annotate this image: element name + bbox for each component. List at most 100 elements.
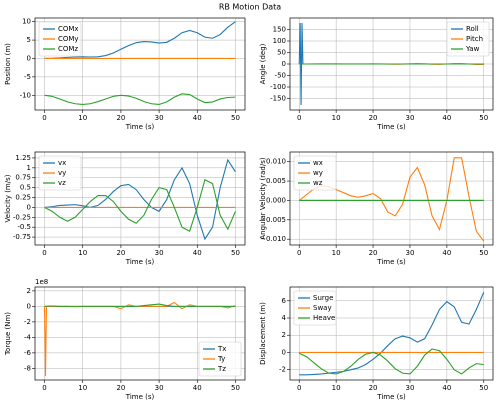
y-tick-label: 2 (282, 331, 286, 339)
x-tick-label: 10 (78, 384, 87, 392)
y-tick-label: 10 (22, 18, 31, 26)
y-tick-label: 0 (282, 348, 286, 356)
legend-label: wy (313, 169, 323, 177)
x-tick-label: 0 (42, 249, 46, 257)
x-tick-label: 10 (78, 249, 87, 257)
y-tick-label: 5 (27, 36, 31, 44)
plot-frame (289, 151, 494, 246)
legend-box (293, 155, 337, 191)
legend-label: Surge (313, 294, 333, 302)
plot-frame (289, 286, 494, 381)
y-axis-label: Torque (Nm) (4, 312, 12, 356)
y-tick-label: 150 (273, 26, 286, 34)
y-tick-label: -2 (279, 366, 286, 374)
legend-label: COMx (58, 25, 79, 33)
y-tick-label: 100 (273, 37, 286, 45)
y-tick-label: 0.010 (266, 158, 286, 166)
x-axis-label: Time (s) (376, 123, 406, 131)
x-tick-label: 20 (369, 114, 378, 122)
x-tick-label: 10 (332, 384, 341, 392)
legend-label: wz (313, 179, 323, 187)
legend-label: Heave (313, 314, 335, 322)
x-tick-label: 30 (405, 384, 414, 392)
legend-box (198, 341, 242, 377)
x-tick-label: 0 (297, 249, 301, 257)
plot-frame (289, 17, 494, 111)
x-axis-label: Time (s) (376, 393, 406, 401)
y-tick-label: -50 (275, 72, 286, 80)
x-tick-label: 50 (231, 384, 240, 392)
x-tick-label: 30 (155, 249, 164, 257)
y-tick-label: 0.75 (15, 174, 31, 182)
line (44, 303, 236, 308)
legend: Tx Ty Tz (198, 341, 242, 377)
x-tick-label: 40 (193, 114, 202, 122)
y-tick-label: -5 (24, 73, 31, 81)
x-tick-label: 10 (332, 249, 341, 257)
legend-label: Roll (466, 25, 479, 33)
legend: vx vy vz (38, 155, 82, 191)
x-tick-label: 20 (369, 249, 378, 257)
y-tick-label: -0.5 (17, 223, 31, 231)
line (44, 158, 236, 241)
y-tick-label: 0.000 (266, 196, 286, 204)
y-tick-label: -0.25 (13, 213, 31, 221)
x-tick-label: 20 (116, 384, 125, 392)
x-tick-label: 20 (369, 384, 378, 392)
y-tick-label: 0 (27, 302, 31, 310)
y-tick-label: 0.5 (20, 184, 31, 192)
plot-frame (34, 286, 246, 381)
legend-label: vy (58, 169, 66, 177)
y-tick-label: 1.25 (15, 154, 31, 162)
y-tick-label: -10 (20, 91, 31, 99)
x-axis-label: Time (s) (125, 393, 155, 401)
legend: Roll Pitch Yaw (446, 21, 490, 57)
y-tick-label: 0.25 (15, 194, 31, 202)
x-tick-label: 50 (479, 249, 488, 257)
y-tick-label: 0 (27, 54, 31, 62)
offset-label: 1e8 (35, 278, 48, 286)
x-tick-label: 40 (442, 114, 451, 122)
legend-label: Ty (217, 355, 225, 363)
y-tick-label: 0 (282, 60, 286, 68)
y-tick-label: 0.005 (266, 177, 286, 185)
y-tick-label: 50 (277, 49, 286, 57)
x-tick-label: 0 (297, 384, 301, 392)
x-tick-label: 40 (442, 384, 451, 392)
x-tick-label: 40 (193, 384, 202, 392)
y-tick-label: 4 (282, 314, 287, 322)
y-tick-label: −0.005 (260, 216, 286, 224)
y-tick-label: -150 (270, 95, 286, 103)
x-tick-label: 20 (116, 114, 125, 122)
legend-label: COMz (58, 45, 78, 53)
x-tick-label: 10 (78, 114, 87, 122)
plot-frame (34, 17, 246, 111)
y-tick-label: -0.75 (13, 233, 31, 241)
x-tick-label: 10 (332, 114, 341, 122)
legend-label: COMy (58, 35, 79, 43)
y-tick-label: -100 (270, 83, 286, 91)
x-tick-label: 30 (155, 384, 164, 392)
legend-label: Tx (217, 345, 226, 353)
legend-label: vz (58, 179, 66, 187)
legend-box (38, 155, 82, 191)
y-axis-label: Position (m) (4, 43, 12, 85)
y-tick-label: -2 (24, 318, 31, 326)
x-tick-label: 30 (405, 114, 414, 122)
y-tick-label: 2 (27, 287, 31, 295)
x-tick-label: 30 (405, 249, 414, 257)
line (44, 178, 236, 232)
x-tick-label: 40 (442, 249, 451, 257)
legend-label: vx (58, 159, 66, 167)
x-tick-label: 20 (116, 249, 125, 257)
y-tick-label: 1 (27, 164, 31, 172)
y-tick-label: 6 (282, 297, 287, 305)
legend-label: Tz (217, 365, 226, 373)
y-axis-label: Angle (deg) (259, 43, 267, 84)
legend-label: Yaw (465, 45, 480, 53)
y-tick-label: -8 (24, 364, 31, 372)
y-tick-label: -4 (24, 333, 32, 341)
legend-box (293, 290, 337, 326)
plot-frame (34, 151, 246, 246)
